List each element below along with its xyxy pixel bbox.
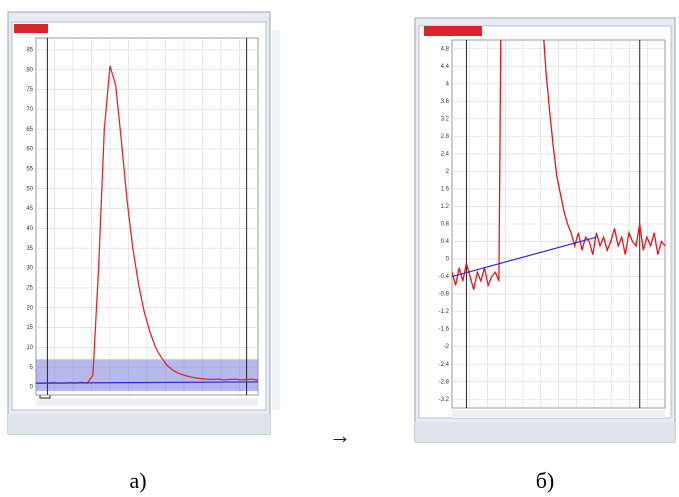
- y-tick-label: 3.6: [441, 99, 450, 105]
- band: [36, 359, 258, 392]
- y-tick-label: -2.4: [439, 362, 450, 368]
- y-tick-label: 2: [446, 169, 450, 175]
- baseline: [36, 381, 258, 384]
- status-bar: [8, 414, 270, 434]
- y-tick-label: 80: [26, 67, 33, 73]
- y-tick-label: -2: [444, 344, 450, 350]
- plot-clip: [452, 40, 665, 408]
- y-tick-label: 50: [26, 186, 33, 192]
- y-tick-label: -1.2: [439, 309, 450, 315]
- y-tick-label: 0: [446, 257, 450, 263]
- y-tick-label: 45: [26, 206, 33, 212]
- y-tick-label: 30: [26, 266, 33, 272]
- x-axis-strip: [36, 398, 258, 406]
- y-tick-label: 4: [446, 81, 450, 87]
- y-tick-label: 5: [30, 365, 34, 371]
- y-tick-label: 20: [26, 305, 33, 311]
- y-tick-label: 1.2: [441, 204, 450, 210]
- y-tick-label: 70: [26, 107, 33, 113]
- header-tag: [424, 26, 482, 36]
- y-tick-label: 65: [26, 127, 33, 133]
- y-tick-label: 10: [26, 345, 33, 351]
- y-tick-label: -0.8: [439, 292, 450, 298]
- y-tick-label: 25: [26, 285, 33, 291]
- y-tick-label: -3.2: [439, 397, 450, 403]
- y-tick-label: 1.6: [441, 187, 450, 193]
- side-panel: [272, 30, 280, 410]
- y-tick-label: 40: [26, 226, 33, 232]
- y-tick-label: 4.8: [441, 46, 450, 52]
- header-tag: [14, 24, 48, 33]
- y-tick-label: 0.8: [441, 222, 450, 228]
- baseline: [452, 236, 597, 278]
- y-tick-label: 15: [26, 325, 33, 331]
- caption: а): [129, 468, 146, 493]
- x-axis-strip: [452, 410, 665, 418]
- y-tick-label: 0: [30, 385, 34, 391]
- y-tick-label: -0.4: [439, 274, 450, 280]
- data-line: [452, 40, 665, 290]
- caption: б): [536, 468, 555, 493]
- y-tick-label: 3.2: [441, 116, 450, 122]
- y-tick-label: 55: [26, 166, 33, 172]
- y-tick-label: 0.4: [441, 239, 450, 245]
- y-tick-label: 35: [26, 246, 33, 252]
- y-tick-label: 2.4: [441, 151, 450, 157]
- arrow: →: [329, 423, 351, 448]
- y-tick-label: -1.6: [439, 327, 450, 333]
- y-tick-label: 4.4: [441, 64, 450, 70]
- y-tick-label: 85: [26, 47, 33, 53]
- y-tick-label: 2.8: [441, 134, 450, 140]
- y-tick-label: 60: [26, 147, 33, 153]
- status-bar: [415, 422, 675, 442]
- plot-clip: [36, 38, 258, 395]
- y-tick-label: -2.8: [439, 379, 450, 385]
- y-tick-label: 75: [26, 87, 33, 93]
